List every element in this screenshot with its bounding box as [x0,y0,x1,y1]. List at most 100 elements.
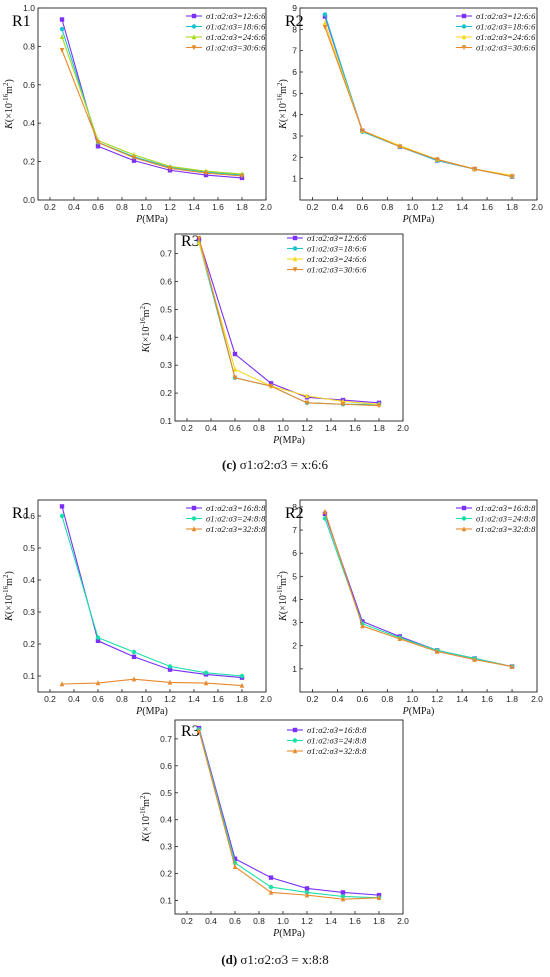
y-tick-label: 0.6 [23,80,35,90]
data-point [167,667,173,672]
data-point [131,158,137,163]
x-tick-label: 1.0 [406,694,418,704]
x-tick-label: 0.6 [229,916,241,926]
x-axis-label: P(MPa) [135,214,168,225]
legend-entry: σ1:σ2:σ3=24:6:6 [307,254,367,264]
legend-entry: σ1:σ2:σ3=18:6:6 [476,22,536,32]
x-axis-var: P [402,706,409,717]
x-tick-label: 0.4 [332,694,344,704]
series-line [324,27,513,178]
y-tick-label: 0.4 [23,118,35,128]
panel-label: R2 [285,505,304,522]
x-tick-label: 1.6 [349,916,361,926]
series-line [198,730,380,900]
series-line [198,729,380,899]
y-axis-label: K(×10-16m2) [139,303,152,354]
data-point [435,648,440,654]
legend-entry: σ1:σ2:σ3=32:8:8 [307,746,367,756]
legend-entry: σ1:σ2:σ3=30:6:6 [206,43,266,53]
x-tick-label: 1.8 [373,916,385,926]
y-tick-label: 1 [292,664,297,674]
data-point [322,25,328,30]
legend-marker [191,13,197,19]
x-tick-label: 1.0 [277,916,289,926]
data-point [322,508,328,514]
y-tick-label: 0.5 [23,543,35,553]
x-tick-label: 1.8 [506,202,518,212]
data-point [304,892,310,898]
y-tick-label: 8 [292,24,297,34]
x-tick-label: 1.0 [140,694,152,704]
y-tick-label: 2 [292,152,297,162]
x-tick-label: 2.0 [260,694,272,704]
y-tick-label: 1.0 [23,3,35,13]
legend-marker [461,45,467,51]
caption-d: (d) σ1:σ2:σ3 = x:8:8 [0,952,550,968]
plot-frame [174,719,404,915]
x-tick-label: 0.4 [205,916,217,926]
chart-c-r3: 0.2 0.4 0.6 0.8 1.0 1.2 1.4 1.6 1.8 2.0 0.1 0.2 0.3 0… [139,233,409,446]
panel-label: R2 [285,13,304,30]
x-axis-unit: (MPa) [279,435,305,446]
panel-label: R1 [12,505,31,522]
y-tick-label: 0.5 [160,788,172,798]
data-point [59,34,65,39]
x-tick-label: 1.0 [406,202,418,212]
plot-frame [37,7,267,201]
legend-entry: σ1:σ2:σ3=24:8:8 [206,514,266,524]
data-point [322,511,328,517]
legend-marker [292,748,298,754]
data-point [239,682,245,688]
chart-d-r1: 0.2 0.4 0.6 0.8 1.0 1.2 1.4 1.6 1.8 2.0 0.1 0.2 0.3 0… [2,499,272,717]
data-point [196,235,202,241]
legend-marker [191,24,197,29]
y-tick-label: 3 [292,618,297,628]
y-tick-label: 5 [292,88,297,98]
data-point [203,170,209,176]
y-tick-label: 7 [292,46,297,56]
data-point [322,516,328,521]
x-tick-label: 1.4 [456,694,468,704]
y-axis-label: K(×10-16m2) [139,792,152,843]
x-axis-var: P [272,435,279,446]
plot-frame [174,233,404,422]
plot-frame [37,499,267,693]
legend-marker [191,505,197,511]
data-point [59,17,65,22]
series-line [61,50,243,177]
data-point [360,128,365,134]
y-tick-label: 0.8 [23,41,35,51]
x-tick-label: 1.2 [164,694,176,704]
caption-c-text: σ1:σ2:σ3 = x:6:6 [239,457,328,472]
x-axis-var: P [272,928,279,939]
series-line [61,678,243,687]
x-tick-label: 1.6 [349,423,361,433]
legend-marker [461,34,467,40]
data-point [196,727,202,733]
legend-marker [292,235,298,241]
x-axis-var: P [135,706,142,717]
legend-marker [461,505,467,511]
x-tick-label: 0.8 [381,694,393,704]
data-point [268,875,274,880]
y-tick-label: 0.3 [160,360,172,370]
y-axis-label: K(×10-16m2) [276,79,289,130]
data-point [59,513,65,519]
x-axis-var: P [402,214,409,225]
legend-marker [461,13,467,19]
series-line [61,36,243,175]
data-point [167,166,173,172]
legend-marker [191,526,197,532]
legend-entry: σ1:σ2:σ3=30:6:6 [307,265,367,275]
legend-marker [292,256,298,262]
data-point [360,623,365,629]
panel-label: R3 [181,233,200,250]
x-tick-label: 0.8 [253,916,265,926]
data-point [268,383,274,389]
x-tick-label: 1.2 [301,916,313,926]
y-tick-label: 0.4 [160,815,172,825]
y-tick-label: 0.6 [160,276,172,286]
x-tick-label: 1.6 [212,694,224,704]
x-tick-label: 0.8 [116,694,128,704]
data-point [59,681,65,687]
